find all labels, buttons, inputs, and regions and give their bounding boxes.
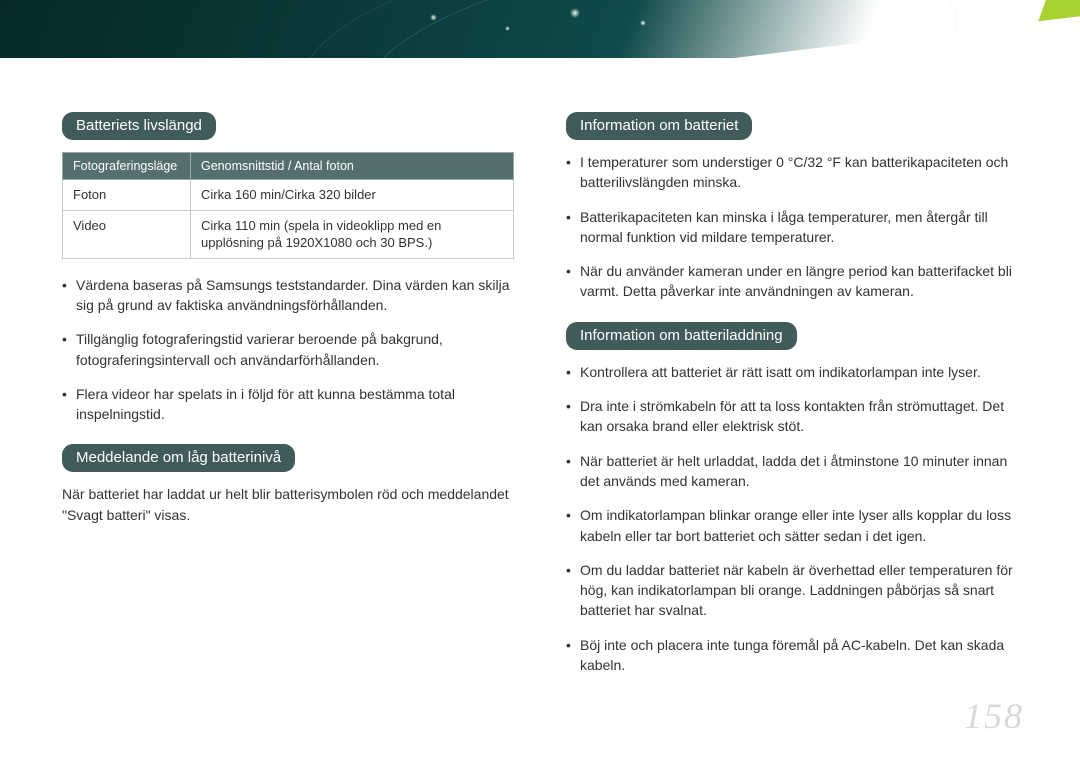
- list-item: Tillgänglig fotograferingstid varierar b…: [62, 329, 514, 370]
- table-cell: Cirka 160 min/Cirka 320 bilder: [191, 180, 514, 211]
- section-heading-battery-info: Information om batteriet: [566, 112, 752, 140]
- section-heading-battery-life: Batteriets livslängd: [62, 112, 216, 140]
- page-title: Underhålla kameran: [124, 58, 346, 85]
- list-item: När du använder kameran under en längre …: [566, 261, 1018, 302]
- list-item: När batteriet är helt urladdat, ladda de…: [566, 451, 1018, 492]
- table-cell: Video: [63, 210, 191, 258]
- right-column: Information om batteriet I temperaturer …: [566, 112, 1018, 695]
- list-item: Dra inte i strömkabeln för att ta loss k…: [566, 396, 1018, 437]
- list-item: Kontrollera att batteriet är rätt isatt …: [566, 362, 1018, 382]
- table-header: Fotograferingsläge: [63, 153, 191, 180]
- breadcrumb-sep: >: [109, 68, 116, 82]
- breadcrumb-pre: Bilaga: [66, 68, 101, 82]
- section-heading-low-battery: Meddelande om låg batterinivå: [62, 444, 295, 472]
- content-area: Batteriets livslängd Fotograferingsläge …: [62, 112, 1018, 695]
- list-item: Om du laddar batteriet när kabeln är öve…: [566, 560, 1018, 621]
- battery-info-list: I temperaturer som understiger 0 °C/32 °…: [566, 152, 1018, 302]
- list-item: I temperaturer som understiger 0 °C/32 °…: [566, 152, 1018, 193]
- table-cell: Foton: [63, 180, 191, 211]
- list-item: Om indikatorlampan blinkar orange eller …: [566, 505, 1018, 546]
- table-row: Foton Cirka 160 min/Cirka 320 bilder: [63, 180, 514, 211]
- header-banner: [0, 0, 1080, 58]
- list-item: Värdena baseras på Samsungs teststandard…: [62, 275, 514, 316]
- table-cell: Cirka 110 min (spela in videoklipp med e…: [191, 210, 514, 258]
- battery-life-table: Fotograferingsläge Genomsnittstid / Anta…: [62, 152, 514, 259]
- page-number: 158: [964, 695, 1024, 737]
- breadcrumb: Bilaga > Underhålla kameran: [66, 58, 346, 86]
- left-column: Batteriets livslängd Fotograferingsläge …: [62, 112, 514, 695]
- list-item: Böj inte och placera inte tunga föremål …: [566, 635, 1018, 676]
- low-battery-text: När batteriet har laddat ur helt blir ba…: [62, 484, 514, 525]
- section-heading-charging-info: Information om batteriladdning: [566, 322, 797, 350]
- charging-info-list: Kontrollera att batteriet är rätt isatt …: [566, 362, 1018, 676]
- table-header: Genomsnittstid / Antal foton: [191, 153, 514, 180]
- list-item: Batterikapaciteten kan minska i låga tem…: [566, 207, 1018, 248]
- table-row: Video Cirka 110 min (spela in videoklipp…: [63, 210, 514, 258]
- list-item: Flera videor har spelats in i följd för …: [62, 384, 514, 425]
- battery-life-notes: Värdena baseras på Samsungs teststandard…: [62, 275, 514, 425]
